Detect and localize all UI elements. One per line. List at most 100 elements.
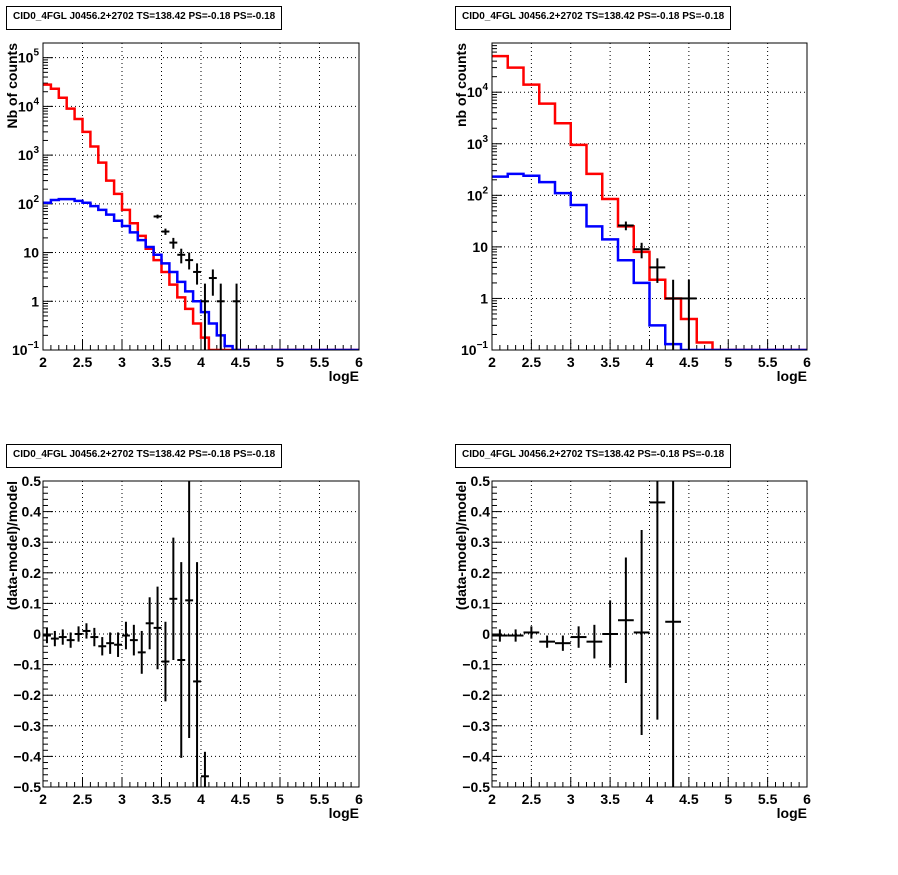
y-tick-label: 10 bbox=[472, 239, 488, 255]
chart-panel-counts-left: 2 2.5 3 3.5 4 4.5 5 5.5 6 10−1 1 10 102 103 104 105 logE… bbox=[0, 0, 449, 437]
plot-frame bbox=[42, 42, 360, 351]
y-tick-label: −0.4 bbox=[462, 748, 490, 764]
y-tick-label: −0.3 bbox=[13, 718, 41, 734]
y-tick-label: 0.1 bbox=[471, 595, 491, 611]
chart-panel-residuals-right: 2 2.5 3 3.5 4 4.5 5 5.5 6 −0.5 −0.4 −0.3 −0.2 −0.1 0 0.… bbox=[449, 437, 898, 875]
y-tick-label: 0.2 bbox=[471, 565, 491, 581]
x-tick-label: 3.5 bbox=[152, 354, 172, 370]
x-tick-label: 2 bbox=[39, 354, 47, 370]
x-tick-label: 3 bbox=[118, 354, 126, 370]
x-tick-label: 2.5 bbox=[73, 354, 93, 370]
x-tick-label: 4.5 bbox=[231, 354, 251, 370]
y-axis-title: (data-model)/model bbox=[4, 481, 20, 610]
x-axis-title: logE bbox=[777, 368, 807, 384]
x-axis-title: logE bbox=[329, 368, 359, 384]
x-tick-label: 2 bbox=[39, 791, 47, 807]
y-tick-label: 0.5 bbox=[471, 473, 491, 489]
y-tick-label: 10 bbox=[23, 245, 39, 261]
y-tick-label: 103 bbox=[18, 145, 40, 163]
y-tick-label: 1 bbox=[31, 293, 39, 309]
x-tick-label: 2 bbox=[488, 791, 496, 807]
y-tick-label: 104 bbox=[18, 96, 40, 114]
chart-title-residuals-left: CID0_4FGL J0456.2+2702 TS=138.42 PS=-0.1… bbox=[6, 444, 283, 468]
y-tick-label: −0.5 bbox=[462, 779, 490, 795]
y-axis-title: nb of counts bbox=[453, 43, 469, 127]
chart-svg-residuals-left: 2 2.5 3 3.5 4 4.5 5 5.5 6 −0.5 −0.4 −0.3 −0.2 −0.1 0 0.… bbox=[4, 473, 363, 821]
x-tick-label: 5 bbox=[276, 791, 284, 807]
plot-frame bbox=[42, 480, 360, 788]
chart-panel-residuals-left: 2 2.5 3 3.5 4 4.5 5 5.5 6 −0.5 −0.4 −0.3 −0.2 −0.1 0 0.… bbox=[0, 437, 449, 875]
y-tick-label: 103 bbox=[467, 134, 489, 152]
plot-area bbox=[43, 481, 209, 787]
chart-svg-residuals-right: 2 2.5 3 3.5 4 4.5 5 5.5 6 −0.5 −0.4 −0.3 −0.2 −0.1 0 0.… bbox=[453, 473, 811, 821]
plot-area bbox=[492, 481, 681, 787]
y-tick-label: −0.2 bbox=[462, 687, 490, 703]
x-tick-label: 4 bbox=[197, 791, 205, 807]
y-tick-label: 1 bbox=[480, 290, 488, 306]
plot-frame bbox=[491, 480, 808, 788]
y-tick-label: 0.3 bbox=[471, 534, 491, 550]
x-tick-label: 3.5 bbox=[600, 354, 620, 370]
chart-title-counts-left: CID0_4FGL J0456.2+2702 TS=138.42 PS=-0.1… bbox=[6, 6, 283, 30]
plot-area bbox=[492, 54, 807, 350]
y-tick-label: 102 bbox=[467, 185, 489, 203]
y-tick-label: 102 bbox=[18, 194, 40, 212]
x-tick-label: 5.5 bbox=[758, 354, 778, 370]
x-tick-label: 2.5 bbox=[73, 791, 93, 807]
x-tick-label: 4.5 bbox=[679, 791, 699, 807]
x-tick-label: 6 bbox=[355, 354, 363, 370]
x-axis-title: logE bbox=[777, 805, 807, 821]
series-line-blue bbox=[492, 172, 807, 350]
chart-title-counts-right: CID0_4FGL J0456.2+2702 TS=138.42 PS=-0.1… bbox=[455, 6, 732, 30]
y-tick-label: 0 bbox=[482, 626, 490, 642]
y-tick-label: 10−1 bbox=[461, 340, 488, 358]
x-tick-label: 2.5 bbox=[522, 354, 542, 370]
y-tick-label: 105 bbox=[18, 48, 40, 66]
x-tick-label: 5 bbox=[724, 354, 732, 370]
x-tick-label: 5 bbox=[276, 354, 284, 370]
x-tick-label: 3 bbox=[118, 791, 126, 807]
x-tick-label: 4 bbox=[646, 354, 654, 370]
x-tick-label: 2.5 bbox=[522, 791, 542, 807]
y-tick-label: 104 bbox=[467, 82, 489, 100]
x-tick-label: 3.5 bbox=[152, 791, 172, 807]
y-tick-label: −0.1 bbox=[462, 657, 490, 673]
x-tick-label: 5.5 bbox=[310, 354, 330, 370]
y-tick-label: −0.1 bbox=[13, 657, 41, 673]
x-axis-title: logE bbox=[329, 805, 359, 821]
x-tick-label: 4.5 bbox=[231, 791, 251, 807]
y-tick-label: 0.4 bbox=[471, 504, 491, 520]
y-tick-label: 0.1 bbox=[22, 595, 42, 611]
x-tick-label: 5.5 bbox=[758, 791, 778, 807]
series-line-blue bbox=[43, 197, 359, 350]
y-tick-label: −0.2 bbox=[13, 687, 41, 703]
x-tick-label: 2 bbox=[488, 354, 496, 370]
y-tick-label: −0.5 bbox=[13, 779, 41, 795]
x-tick-label: 5 bbox=[724, 791, 732, 807]
plot-frame bbox=[491, 42, 808, 351]
x-tick-label: 4.5 bbox=[679, 354, 699, 370]
y-tick-label: 0.5 bbox=[22, 473, 42, 489]
y-tick-label: −0.3 bbox=[462, 718, 490, 734]
x-tick-label: 6 bbox=[803, 354, 811, 370]
x-tick-label: 3 bbox=[567, 791, 575, 807]
x-tick-label: 4 bbox=[646, 791, 654, 807]
plot-area bbox=[43, 83, 359, 350]
x-tick-label: 4 bbox=[197, 354, 205, 370]
y-tick-label: −0.4 bbox=[13, 748, 41, 764]
y-tick-label: 0.4 bbox=[22, 504, 42, 520]
y-axis-title: Nb of counts bbox=[4, 43, 20, 129]
chart-panel-counts-right: 2 2.5 3 3.5 4 4.5 5 5.5 6 10−1 1 10 102 103 104 logE nb … bbox=[449, 0, 898, 437]
chart-svg-counts-right: 2 2.5 3 3.5 4 4.5 5 5.5 6 10−1 1 10 102 103 104 logE nb … bbox=[453, 42, 811, 384]
x-tick-label: 6 bbox=[355, 791, 363, 807]
x-tick-label: 6 bbox=[803, 791, 811, 807]
y-axis-title: (data-model)/model bbox=[453, 481, 469, 610]
y-tick-label: 10−1 bbox=[12, 340, 39, 358]
chart-svg-counts-left: 2 2.5 3 3.5 4 4.5 5 5.5 6 10−1 1 10 102 103 104 105 logE… bbox=[4, 42, 363, 384]
x-tick-label: 5.5 bbox=[310, 791, 330, 807]
y-tick-label: 0.3 bbox=[22, 534, 42, 550]
y-tick-label: 0.2 bbox=[22, 565, 42, 581]
x-tick-label: 3.5 bbox=[600, 791, 620, 807]
x-tick-label: 3 bbox=[567, 354, 575, 370]
y-tick-label: 0 bbox=[33, 626, 41, 642]
